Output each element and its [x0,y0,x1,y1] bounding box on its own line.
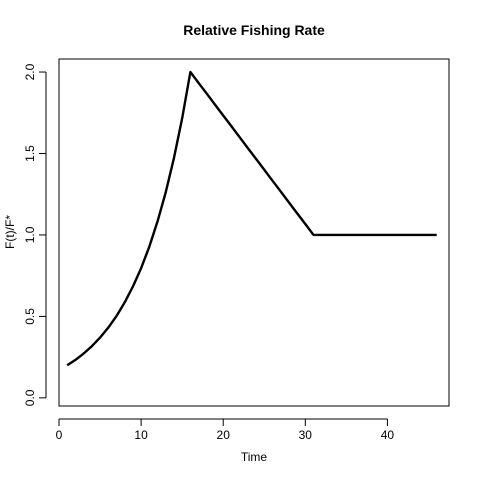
y-tick-label: 1.5 [23,145,37,162]
x-axis-label: Time [241,450,268,464]
x-tick-label: 30 [299,428,313,442]
plot-area-frame [58,58,450,407]
series-line-fishing-rate [66,70,437,367]
chart-title: Relative Fishing Rate [183,22,325,38]
x-tick-label: 40 [381,428,395,442]
x-tick-label: 0 [56,428,63,442]
x-axis: 0 10 20 30 40 [56,418,395,442]
y-axis: 0.0 0.5 1.0 1.5 2.0 [23,63,47,406]
y-axis-label: F(t)/F* [3,215,17,249]
y-tick-label: 0.5 [23,308,37,325]
x-tick-label: 20 [217,428,231,442]
y-tick-label: 0.0 [23,389,37,406]
y-tick-label: 2.0 [23,63,37,80]
y-tick-label: 1.0 [23,226,37,243]
x-tick-label: 10 [134,428,148,442]
